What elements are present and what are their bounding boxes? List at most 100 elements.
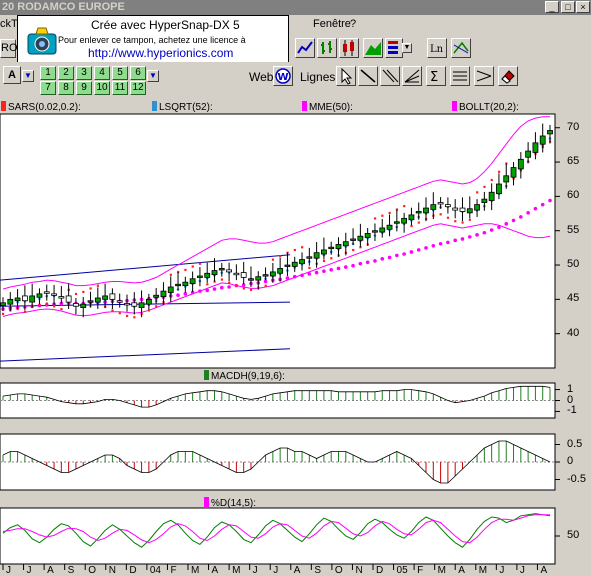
sar-point (74, 292, 78, 296)
sar-point (417, 221, 420, 224)
candle-body (503, 175, 510, 183)
bar-chart-button[interactable] (317, 38, 337, 58)
candle-body (21, 295, 28, 302)
candle-body (204, 272, 211, 278)
pointer-tool-button[interactable] (336, 66, 356, 86)
cursor-arrow-icon (341, 67, 353, 85)
month-label: 04 (149, 565, 161, 576)
month-label: 05 (396, 565, 408, 576)
candle-body (430, 204, 437, 210)
legend-swatch (1, 101, 6, 111)
candle-body (14, 297, 21, 302)
period-button-3[interactable]: 3 (76, 66, 92, 80)
period-button-8[interactable]: 8 (58, 81, 74, 95)
color-bars-dropdown[interactable]: ▼ (402, 43, 412, 53)
maximize-button[interactable]: □ (561, 1, 575, 13)
candle-body (102, 295, 109, 300)
period-button-1[interactable]: 1 (40, 66, 56, 80)
macd-tick-label: 1 (567, 382, 574, 395)
area-chart-button[interactable] (363, 38, 383, 58)
candle-body (291, 261, 298, 267)
stock-chart[interactable] (0, 98, 591, 576)
month-label: F (170, 565, 177, 576)
close-button[interactable]: × (576, 1, 590, 13)
period-button-2[interactable]: 2 (58, 66, 74, 80)
candle-body (350, 238, 356, 241)
mme-point (497, 225, 501, 230)
sar-point (271, 258, 275, 261)
line-tool-button[interactable] (358, 66, 378, 86)
candle-body (437, 202, 444, 205)
candle-body (474, 204, 480, 211)
legend-macdh-label: MACDH(9,19,6): (211, 371, 285, 382)
mme-point (314, 270, 319, 275)
ray-tool-button[interactable] (474, 66, 494, 86)
minimize-button[interactable]: _ (545, 1, 559, 13)
candle-body (510, 167, 517, 178)
period-button-6[interactable]: 6 (130, 66, 146, 80)
sar-point (301, 246, 304, 249)
sar-point (381, 214, 384, 217)
candle-body (328, 246, 335, 250)
eraser-button[interactable] (498, 66, 518, 86)
period-button-11[interactable]: 11 (112, 81, 128, 95)
candle-body (211, 270, 218, 276)
font-a-button[interactable]: A (3, 66, 21, 84)
candle-body (138, 302, 145, 308)
fibonacci-button[interactable]: Σ (426, 66, 446, 86)
window-title-bar: 20 RODAMCO EUROPE _ □ × (0, 0, 591, 15)
candle-body (517, 158, 524, 170)
ohlc-bars-icon (321, 41, 332, 54)
candle-body (153, 294, 160, 298)
macd-outline (2, 385, 551, 408)
candle-body (233, 272, 240, 276)
legend-pctd-label: %D(14,5): (211, 498, 257, 509)
menu-item-help[interactable]: ? (350, 18, 357, 30)
sar-point (133, 316, 136, 319)
candle-body (408, 214, 415, 221)
overlay-button[interactable] (451, 38, 471, 58)
period-button-5[interactable]: 5 (112, 66, 128, 80)
mme-point (519, 215, 523, 219)
price-tick-label: 40 (567, 326, 580, 339)
sar-point (446, 216, 450, 219)
mme-point (438, 241, 443, 246)
period-button-4[interactable]: 4 (94, 66, 110, 80)
menu-item-fenetre[interactable]: Fenêtre (313, 18, 351, 30)
log-scale-button[interactable]: Ln (427, 38, 447, 58)
color-bars-button[interactable] (385, 38, 403, 58)
stoch-k-line (2, 513, 551, 548)
month-label: A (47, 565, 54, 576)
legend-swatch (204, 370, 209, 380)
parallel-lines-button[interactable] (380, 66, 400, 86)
period-button-10[interactable]: 10 (94, 81, 110, 95)
mme-point (205, 288, 210, 293)
mme-point (351, 263, 355, 268)
menu-item-stub[interactable]: ckT (0, 18, 18, 30)
horizontal-lines-button[interactable] (450, 66, 470, 86)
legend-mme-label: MME(50): (309, 102, 353, 113)
symbol-combo[interactable]: RO (0, 39, 18, 58)
candle-body (466, 208, 473, 214)
line-chart-button[interactable] (295, 38, 315, 58)
period-button-9[interactable]: 9 (76, 81, 92, 95)
period-button-12[interactable]: 12 (130, 81, 146, 95)
candle-body (226, 269, 232, 273)
sar-point (169, 273, 172, 276)
sar-point (461, 221, 464, 224)
mme-point (220, 285, 224, 290)
period-button-7[interactable]: 7 (40, 81, 56, 95)
web-label: Web (249, 70, 274, 84)
sar-point (293, 248, 296, 252)
font-dropdown[interactable]: ▼ (22, 70, 34, 82)
month-label: F (417, 565, 424, 576)
fan-lines-button[interactable] (402, 66, 422, 86)
period-dropdown[interactable]: ▼ (147, 70, 159, 82)
candle-body (240, 272, 247, 278)
web-button[interactable]: W (273, 66, 293, 86)
mme-point (373, 259, 377, 263)
candle-body (248, 278, 254, 281)
candlestick-button[interactable] (339, 38, 359, 58)
color-bars-icon (388, 41, 398, 54)
legend-bollt: BOLLT(20,2): (452, 101, 519, 113)
